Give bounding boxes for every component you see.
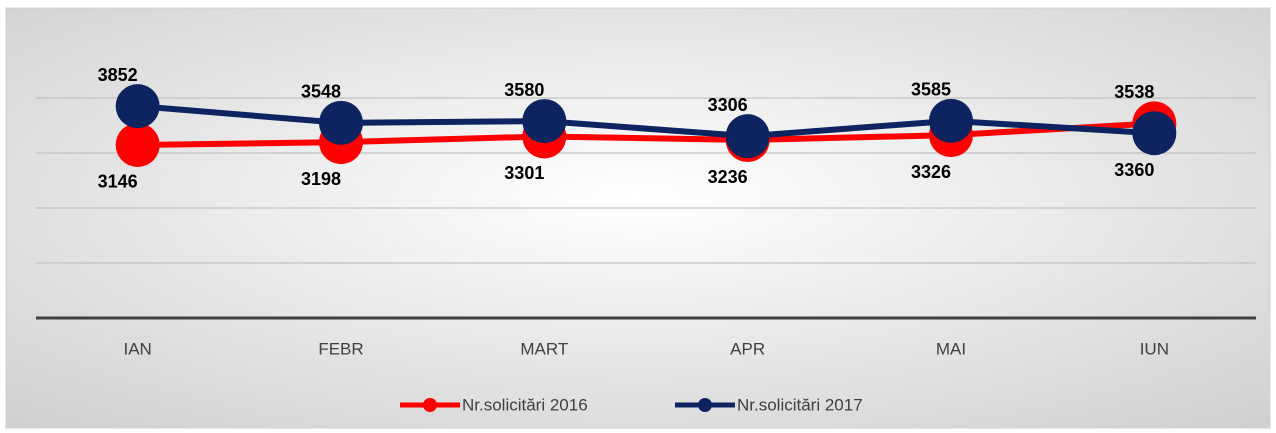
- point: [115, 84, 160, 129]
- legend-marker: [698, 398, 712, 412]
- chart-background: [5, 7, 1271, 429]
- data-label: 3538: [1114, 82, 1154, 102]
- data-label: 3852: [98, 65, 138, 85]
- data-label: 3198: [301, 169, 341, 189]
- x-tick-label: IUN: [1140, 339, 1169, 358]
- legend-label: Nr.solicitări 2017: [737, 395, 863, 414]
- x-tick-label: APR: [730, 339, 765, 358]
- data-label: 3580: [504, 80, 544, 100]
- point: [725, 114, 770, 159]
- point: [1132, 111, 1177, 156]
- point: [115, 122, 160, 167]
- data-label: 3548: [301, 82, 341, 102]
- series-line: [137, 103, 1155, 140]
- legend-label: Nr.solicitări 2016: [462, 395, 588, 414]
- point: [929, 98, 973, 143]
- data-label: 3585: [911, 80, 951, 100]
- x-tick-label: MART: [520, 339, 568, 358]
- series-line: [137, 120, 1155, 148]
- point: [319, 100, 363, 145]
- x-tick-label: FEBR: [318, 339, 363, 358]
- data-label: 3306: [708, 95, 748, 115]
- data-label: 3360: [1114, 160, 1154, 180]
- data-label: 3236: [708, 167, 748, 187]
- point: [522, 99, 567, 144]
- data-label: 3146: [98, 172, 138, 192]
- data-label: 3301: [504, 163, 544, 183]
- data-label: 3326: [911, 162, 951, 182]
- legend-marker: [423, 398, 437, 412]
- x-tick-label: IAN: [123, 339, 151, 358]
- x-tick-label: MAI: [936, 339, 966, 358]
